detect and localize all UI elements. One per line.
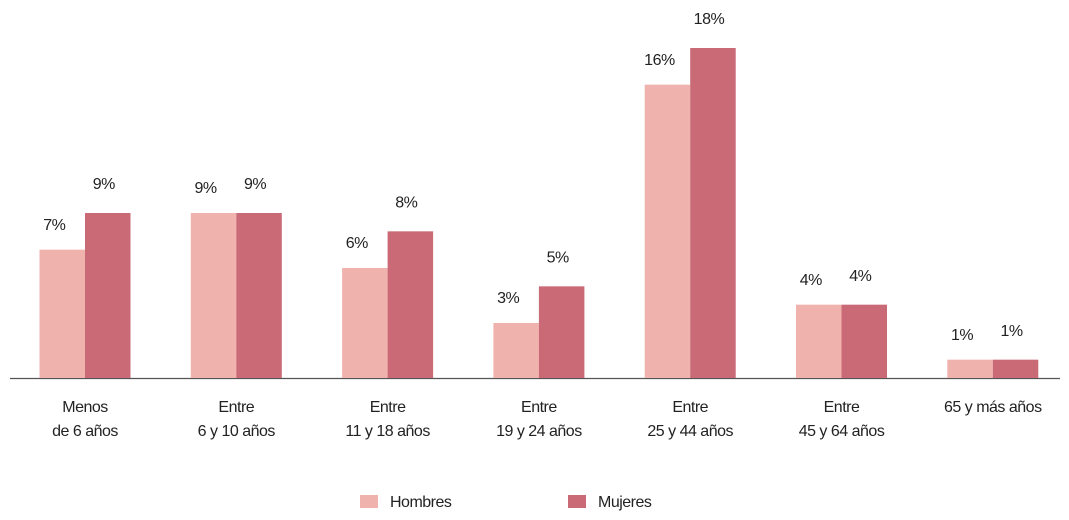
x-tick-label: 65 y más años: [944, 399, 1042, 416]
x-tick-label-line: 11 y 18 años: [345, 423, 430, 440]
data-label: 4%: [849, 268, 871, 285]
bar: [841, 304, 887, 378]
data-label: 1%: [1000, 323, 1022, 340]
x-tick-label-line: Menos: [62, 399, 108, 416]
bar: [85, 213, 131, 378]
x-tick-label: Menos de 6 años: [52, 399, 118, 440]
x-tick-label-line: 65 y más años: [944, 399, 1042, 416]
data-label: 5%: [547, 250, 569, 267]
bar: [190, 213, 237, 378]
legend-label: Mujeres: [598, 494, 652, 511]
x-tick-label-line: de 6 años: [52, 423, 118, 440]
x-tick-label-line: Entre: [370, 399, 406, 416]
x-tick-label-line: 25 y 44 años: [647, 423, 733, 440]
data-label: 9%: [93, 176, 115, 193]
legend-swatch: [360, 495, 378, 508]
x-tick-label-line: Entre: [521, 399, 557, 416]
bar: [236, 213, 282, 378]
x-tick-label-line: Entre: [218, 399, 254, 416]
bar: [992, 359, 1039, 378]
x-tick-label-line: 19 y 24 años: [496, 423, 582, 440]
x-tick-label-line: 6 y 10 años: [198, 423, 276, 440]
bar: [342, 268, 388, 378]
data-label: 7%: [43, 217, 65, 234]
data-label: 18%: [694, 11, 725, 28]
data-label: 4%: [800, 272, 822, 289]
data-label: 6%: [346, 235, 368, 252]
bar: [39, 249, 85, 378]
x-tick-label: Entre 6 y 10 años: [198, 399, 276, 440]
bar: [387, 231, 434, 378]
data-label: 3%: [497, 290, 519, 307]
bar: [690, 48, 736, 378]
x-tick-label: Entre 25 y 44 años: [647, 399, 733, 440]
x-tick-label-line: Entre: [824, 399, 860, 416]
x-tick-label-line: Entre: [672, 399, 708, 416]
bar: [947, 359, 993, 378]
bar: [493, 323, 539, 378]
x-tick-label: Entre 11 y 18 años: [345, 399, 430, 440]
data-label: 16%: [644, 52, 675, 69]
bar: [538, 286, 585, 378]
legend-swatch: [568, 495, 586, 508]
data-label: 1%: [951, 327, 973, 344]
data-label: 8%: [395, 195, 417, 212]
x-tick-label-line: 45 y 64 años: [799, 423, 885, 440]
bar: [796, 304, 842, 378]
x-tick-label: Entre 19 y 24 años: [496, 399, 582, 440]
data-label: 9%: [244, 176, 266, 193]
x-tick-label: Entre 45 y 64 años: [799, 399, 885, 440]
legend-label: Hombres: [390, 494, 452, 511]
bar: [644, 84, 691, 379]
data-label: 9%: [194, 180, 216, 197]
